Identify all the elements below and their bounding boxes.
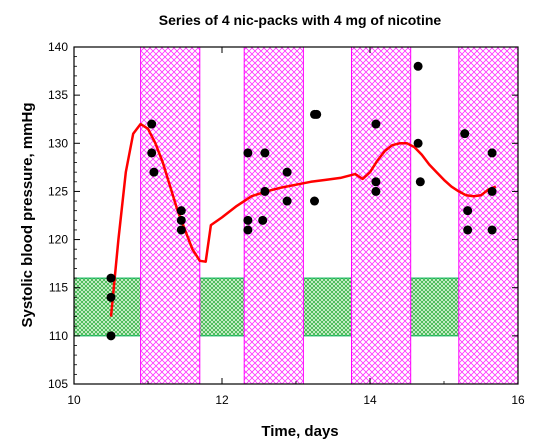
x-axis-label: Time, days — [261, 423, 338, 440]
fit-line — [109, 122, 497, 317]
data-point — [176, 206, 186, 216]
y-tick-label: 140 — [48, 40, 68, 54]
data-point — [243, 148, 253, 158]
data-point — [413, 138, 423, 148]
data-point — [460, 129, 470, 139]
data-point — [176, 225, 186, 235]
data-point — [176, 215, 186, 225]
x-tick-label: 12 — [215, 393, 229, 407]
data-point — [487, 148, 497, 158]
x-tick-label: 16 — [511, 393, 525, 407]
data-point — [310, 196, 319, 206]
data-point — [371, 186, 381, 196]
data-point — [149, 167, 159, 177]
nicotine-period-band-2 — [243, 46, 304, 385]
x-tick-label: 14 — [363, 393, 377, 407]
y-tick-label: 110 — [49, 329, 68, 343]
data-point — [413, 61, 423, 71]
data-point — [147, 148, 157, 158]
data-point — [147, 119, 157, 129]
y-tick-label: 105 — [48, 377, 68, 391]
data-point — [282, 167, 292, 177]
data-point — [487, 225, 497, 235]
data-point — [282, 196, 292, 206]
y-tick-label: 125 — [48, 184, 68, 198]
nicotine-period-band-1 — [140, 46, 201, 385]
data-point — [106, 331, 116, 341]
points-layer — [106, 61, 497, 341]
nicotine-period-band-3 — [351, 46, 412, 385]
data-point — [371, 119, 381, 129]
data-point — [463, 206, 473, 216]
axes-layer: 105 110 115 120 125 130 135 140 10 12 14 16 — [48, 40, 525, 407]
y-tick-label: 135 — [48, 88, 68, 102]
data-point — [106, 273, 116, 283]
data-point — [487, 186, 497, 196]
fit-line-layer — [109, 122, 497, 317]
data-point — [312, 109, 322, 119]
x-tick-label: 10 — [67, 393, 81, 407]
data-point — [106, 292, 116, 302]
bands-layer — [73, 46, 519, 385]
data-point — [260, 148, 270, 158]
y-tick-label: 130 — [48, 136, 68, 150]
y-axis-label: Systolic blood pressure, mmHg — [19, 102, 36, 327]
data-point — [258, 215, 268, 225]
data-point — [243, 225, 253, 235]
data-point — [463, 225, 473, 235]
y-tick-label: 115 — [49, 281, 68, 295]
data-point — [371, 177, 381, 187]
chart-title: Series of 4 nic-packs with 4 mg of nicot… — [159, 12, 442, 28]
data-point — [260, 186, 270, 196]
y-tick-label: 120 — [48, 233, 68, 247]
data-point — [243, 215, 253, 225]
nicotine-period-band-4 — [458, 46, 519, 385]
data-point — [415, 177, 425, 187]
